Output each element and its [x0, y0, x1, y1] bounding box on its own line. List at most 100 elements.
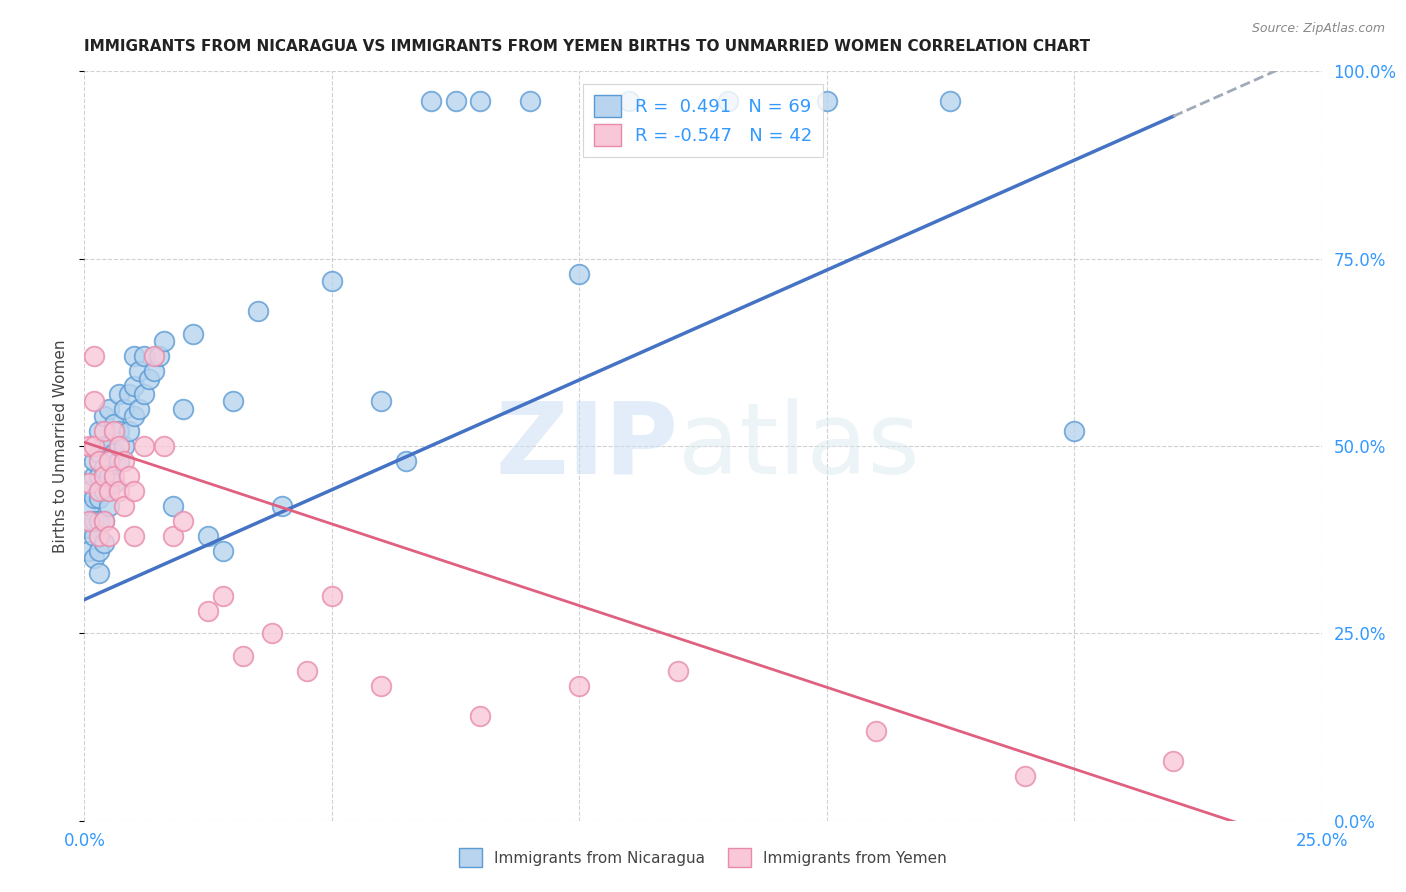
Point	[132, 386, 155, 401]
Point	[98, 499, 121, 513]
Point	[132, 349, 155, 363]
Point	[79, 544, 101, 558]
Point	[717, 95, 740, 109]
Point	[815, 95, 838, 109]
Point	[444, 95, 467, 109]
Point	[93, 514, 115, 528]
Point	[89, 514, 111, 528]
Point	[246, 304, 269, 318]
Y-axis label: Births to Unmarried Women: Births to Unmarried Women	[53, 339, 69, 553]
Point	[112, 499, 135, 513]
Point	[108, 454, 131, 468]
Point	[83, 514, 105, 528]
Point	[1063, 424, 1085, 438]
Point	[89, 483, 111, 498]
Point	[939, 95, 962, 109]
Point	[122, 529, 145, 543]
Point	[89, 469, 111, 483]
Point	[98, 439, 121, 453]
Point	[93, 461, 115, 475]
Point	[98, 529, 121, 543]
Point	[395, 454, 418, 468]
Point	[197, 529, 219, 543]
Point	[103, 446, 125, 460]
Point	[568, 267, 591, 281]
Point	[122, 409, 145, 423]
Point	[83, 491, 105, 506]
Point	[122, 349, 145, 363]
Point	[89, 544, 111, 558]
Point	[89, 529, 111, 543]
Point	[79, 439, 101, 453]
Point	[666, 664, 689, 678]
Point	[1161, 754, 1184, 768]
Point	[370, 679, 392, 693]
Point	[128, 401, 150, 416]
Point	[118, 424, 141, 438]
Point	[148, 349, 170, 363]
Point	[112, 439, 135, 453]
Point	[83, 439, 105, 453]
Point	[470, 708, 492, 723]
Point	[79, 521, 101, 535]
Point	[79, 514, 101, 528]
Point	[93, 439, 115, 453]
Point	[89, 566, 111, 581]
Point	[118, 469, 141, 483]
Point	[132, 439, 155, 453]
Point	[93, 424, 115, 438]
Point	[112, 401, 135, 416]
Point	[212, 589, 235, 603]
Point	[118, 386, 141, 401]
Point	[93, 409, 115, 423]
Point	[89, 454, 111, 468]
Point	[83, 349, 105, 363]
Point	[83, 469, 105, 483]
Point	[89, 424, 111, 438]
Point	[262, 626, 284, 640]
Point	[93, 469, 115, 483]
Point	[83, 529, 105, 543]
Point	[79, 499, 101, 513]
Point	[83, 454, 105, 468]
Text: ZIP: ZIP	[495, 398, 678, 494]
Point	[142, 364, 165, 378]
Point	[112, 454, 135, 468]
Point	[83, 394, 105, 409]
Point	[93, 536, 115, 550]
Point	[103, 417, 125, 431]
Point	[128, 364, 150, 378]
Point	[108, 424, 131, 438]
Point	[108, 439, 131, 453]
Point	[232, 648, 254, 663]
Point	[162, 529, 184, 543]
Point	[295, 664, 318, 678]
Point	[172, 401, 194, 416]
Point	[321, 589, 343, 603]
Point	[519, 95, 541, 109]
Text: atlas: atlas	[678, 398, 920, 494]
Text: Source: ZipAtlas.com: Source: ZipAtlas.com	[1251, 22, 1385, 36]
Point	[152, 334, 174, 348]
Point	[108, 483, 131, 498]
Text: IMMIGRANTS FROM NICARAGUA VS IMMIGRANTS FROM YEMEN BIRTHS TO UNMARRIED WOMEN COR: IMMIGRANTS FROM NICARAGUA VS IMMIGRANTS …	[84, 38, 1091, 54]
Point	[98, 454, 121, 468]
Point	[271, 499, 294, 513]
Point	[222, 394, 245, 409]
Point	[321, 274, 343, 288]
Point	[370, 394, 392, 409]
Point	[108, 386, 131, 401]
Point	[470, 95, 492, 109]
Point	[172, 514, 194, 528]
Point	[142, 349, 165, 363]
Point	[98, 483, 121, 498]
Point	[98, 401, 121, 416]
Point	[89, 446, 111, 460]
Point	[617, 95, 640, 109]
Point	[162, 499, 184, 513]
Point	[197, 604, 219, 618]
Point	[89, 491, 111, 506]
Point	[122, 483, 145, 498]
Point	[83, 551, 105, 566]
Point	[568, 679, 591, 693]
